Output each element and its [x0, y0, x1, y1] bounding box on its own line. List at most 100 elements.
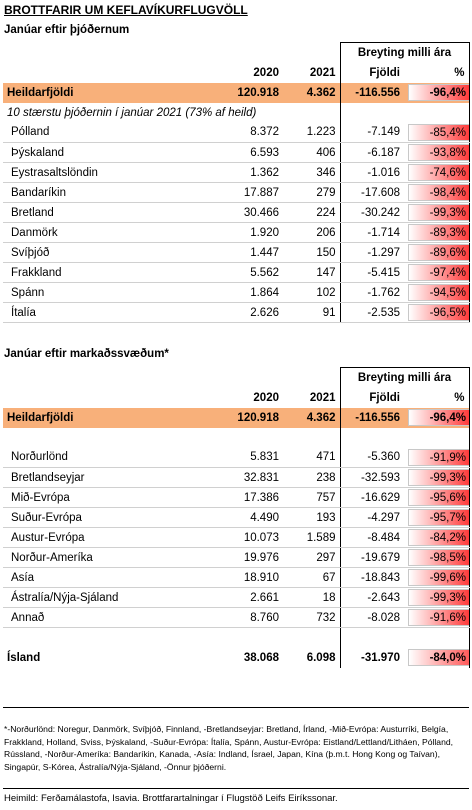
table-row: Pólland 8.372 1.223 -7.149 -85,4%	[3, 122, 470, 143]
row-diff: -6.187	[339, 142, 404, 163]
row-2021: 1.589	[283, 527, 340, 548]
table-row: Ástralía/Nýja-Sjáland 2.661 18 -2.643 -99,3%	[3, 587, 470, 608]
row-label: Norðurlönd	[3, 447, 203, 468]
iceland-2021: 6.098	[306, 651, 336, 664]
row-diff: -18.843	[339, 567, 404, 588]
row-diff: -1.016	[339, 162, 404, 183]
row-2020: 8.372	[203, 122, 283, 143]
iceland-diff: -31.970	[339, 647, 404, 668]
row-label: Danmörk	[3, 222, 203, 243]
row-label: Spánn	[3, 282, 203, 303]
col-count-header: Fjöldi	[339, 62, 404, 83]
row-2021: 193	[283, 507, 340, 528]
total-label: Heildarfjöldi	[3, 82, 203, 103]
table-row: Eystrasaltslöndin 1.362 346 -1.016 -74,6%	[3, 162, 470, 183]
row-pct: -98,5%	[408, 549, 470, 566]
row-label: Þýskaland	[3, 142, 203, 163]
row-2020: 1.447	[203, 242, 283, 263]
row-pct: -85,4%	[408, 123, 470, 141]
total-row: Heildarfjöldi 120.918 4.362 -116.556 -96…	[3, 82, 470, 103]
row-pct: -99,3%	[408, 589, 470, 606]
table-row: Suður-Evrópa 4.490 193 -4.297 -95,7%	[3, 507, 470, 528]
row-pct: -94,5%	[408, 284, 470, 301]
row-2020: 5.562	[203, 262, 283, 283]
row-label: Austur-Evrópa	[3, 527, 203, 548]
row-label: Annað	[3, 607, 203, 628]
row-diff: -1.762	[339, 282, 404, 303]
row-pct: -99,6%	[408, 569, 470, 586]
row-diff: -8.484	[339, 527, 404, 548]
col-2020-header: 2020	[253, 391, 279, 404]
table-row: Mið-Evrópa 17.386 757 -16.629 -95,6%	[3, 487, 470, 508]
row-2021: 757	[283, 487, 340, 508]
row-pct: -91,9%	[408, 448, 470, 466]
table-row: Svíþjóð 1.447 150 -1.297 -89,6%	[3, 242, 470, 263]
row-2020: 17.887	[203, 182, 283, 203]
iceland-row: Ísland 38.068 6.098 -31.970 -84,0%	[3, 647, 470, 668]
row-diff: -4.297	[339, 507, 404, 528]
row-2021: 238	[283, 467, 340, 488]
row-label: Mið-Evrópa	[3, 487, 203, 508]
row-label: Eystrasaltslöndin	[3, 162, 203, 183]
row-2021: 18	[283, 587, 340, 608]
row-diff: -19.679	[339, 547, 404, 568]
row-2021: 471	[283, 447, 340, 468]
row-pct: -91,6%	[408, 609, 470, 626]
top10-note: 10 stærstu þjóðernin í janúar 2021 (73% …	[7, 106, 257, 119]
row-2021: 732	[283, 607, 340, 628]
source-note: Heimild: Ferðamálastofa, Isavia. Brottfa…	[4, 793, 338, 804]
row-2020: 5.831	[203, 447, 283, 468]
table-row: Norðurlönd 5.831 471 -5.360 -91,9%	[3, 447, 470, 468]
row-diff: -7.149	[339, 122, 404, 143]
row-2021: 67	[283, 567, 340, 588]
row-2020: 1.864	[203, 282, 283, 303]
col-2020-header: 2020	[253, 66, 279, 79]
row-2020: 2.661	[203, 587, 283, 608]
row-label: Bretlandseyjar	[3, 467, 203, 488]
row-label: Bretland	[3, 202, 203, 223]
iceland-label: Ísland	[7, 651, 41, 664]
row-2021: 206	[283, 222, 340, 243]
table-row: Annað 8.760 732 -8.028 -91,6%	[3, 607, 470, 628]
row-2020: 1.362	[203, 162, 283, 183]
total-row: Heildarfjöldi 120.918 4.362 -116.556 -96…	[3, 407, 470, 428]
market-table: Breyting milli ára 2020 2021 Fjöldi % He…	[3, 367, 470, 668]
section1-subtitle: Janúar eftir þjóðernum	[4, 24, 130, 36]
table-row: Þýskaland 6.593 406 -6.187 -93,8%	[3, 142, 470, 163]
row-pct: -89,6%	[408, 244, 470, 261]
row-pct: -95,7%	[408, 509, 470, 526]
row-label: Bandaríkin	[3, 182, 203, 203]
table-row: Spánn 1.864 102 -1.762 -94,5%	[3, 282, 470, 303]
iceland-pct: -84,0%	[408, 649, 470, 666]
row-pct: -74,6%	[408, 164, 470, 181]
row-pct: -96,5%	[408, 304, 470, 321]
row-2020: 8.760	[203, 607, 283, 628]
row-2020: 32.831	[203, 467, 283, 488]
total-2021: 4.362	[283, 82, 340, 103]
row-pct: -98,4%	[408, 184, 470, 201]
table-row: Bandaríkin 17.887 279 -17.608 -98,4%	[3, 182, 470, 203]
row-diff: -8.028	[339, 607, 404, 628]
row-label: Frakkland	[3, 262, 203, 283]
row-diff: -2.643	[339, 587, 404, 608]
col-2021-header: 2021	[309, 66, 336, 79]
total-pct: -96,4%	[408, 84, 470, 101]
col-count-header: Fjöldi	[339, 387, 404, 408]
table-row: Frakkland 5.562 147 -5.415 -97,4%	[3, 262, 470, 283]
row-diff: -1.714	[339, 222, 404, 243]
row-diff: -5.415	[339, 262, 404, 283]
row-2021: 91	[283, 302, 340, 323]
divider	[3, 788, 469, 789]
total-pct: -96,4%	[408, 409, 470, 426]
row-pct: -89,3%	[408, 224, 470, 241]
row-2021: 150	[283, 242, 340, 263]
row-2020: 18.910	[203, 567, 283, 588]
total-diff: -116.556	[339, 82, 404, 103]
row-diff: -2.535	[339, 302, 404, 323]
row-diff: -16.629	[339, 487, 404, 508]
table-row: Bretlandseyjar 32.831 238 -32.593 -99,3%	[3, 467, 470, 488]
table-row: Danmörk 1.920 206 -1.714 -89,3%	[3, 222, 470, 243]
row-2021: 346	[283, 162, 340, 183]
total-2020: 120.918	[203, 82, 283, 103]
row-pct: -99,3%	[408, 204, 470, 221]
